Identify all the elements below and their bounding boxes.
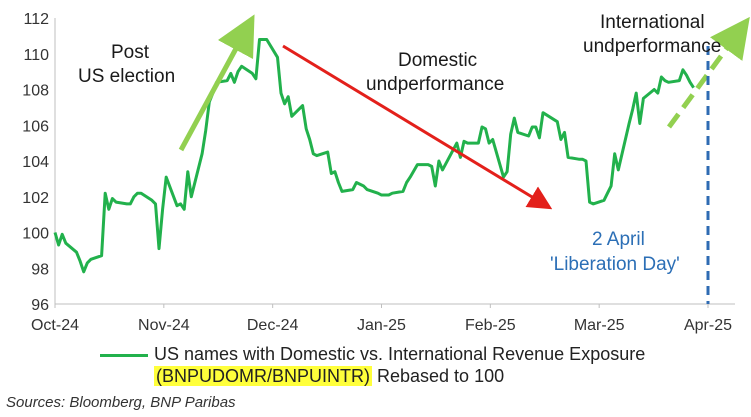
annot-liberation-day: 'Liberation Day' [550,254,680,275]
down-arrow-domestic [282,44,553,210]
line-chart: 96 98 100 102 104 106 108 110 112 Oct-24 Nov-24 De… [22,11,750,334]
y-tick-label: 112 [23,11,49,28]
x-tick-label: Nov-24 [138,317,190,334]
y-tick-label: 110 [23,47,49,64]
y-tick-label: 100 [22,226,49,243]
annot-2-april: 2 April [592,229,645,250]
x-tick-label: Oct-24 [31,317,79,334]
annot-domestic-undperf: undperformance [366,74,504,95]
series-line-0 [53,38,695,274]
x-ticks: Oct-24 Nov-24 Dec-24 Jan-25 Feb-25 Mar-25 Apr-… [31,304,732,334]
x-tick-label: Jan-25 [357,317,406,334]
y-tick-label: 106 [22,118,49,135]
legend-label-line1: US names with Domestic vs. International… [154,344,646,364]
axes [54,18,735,305]
annot-international: International [600,12,705,33]
y-tick-label: 108 [22,83,49,100]
y-tick-label: 104 [22,154,49,171]
x-tick-label: Feb-25 [465,317,516,334]
annot-international-undperf: undperformance [583,36,721,57]
x-tick-label: Dec-24 [247,317,299,334]
annot-post: Post [111,42,150,63]
y-tick-label: 102 [22,190,49,207]
legend-rebased-label: Rebased to 100 [372,366,505,386]
legend-highlighted-ticker: (BNPUDOMR/BNPUINTR) [154,366,372,386]
y-tick-label: 96 [31,297,49,314]
up-arrow-post-election [178,14,255,152]
annot-us-election: US election [78,66,175,87]
source-note: Sources: Bloomberg, BNP Paribas [6,394,236,411]
legend-line-swatch [100,354,148,357]
series-layer [53,38,695,274]
x-tick-label: Apr-25 [684,317,732,334]
annot-domestic: Domestic [398,50,477,71]
y-tick-label: 98 [31,261,49,278]
y-ticks: 96 98 100 102 104 106 108 110 112 [22,11,49,314]
x-tick-label: Mar-25 [574,317,625,334]
legend-label-line2: (BNPUDOMR/BNPUINTR) Rebased to 100 [154,365,504,387]
dashed-up-arrow-international [666,16,750,129]
